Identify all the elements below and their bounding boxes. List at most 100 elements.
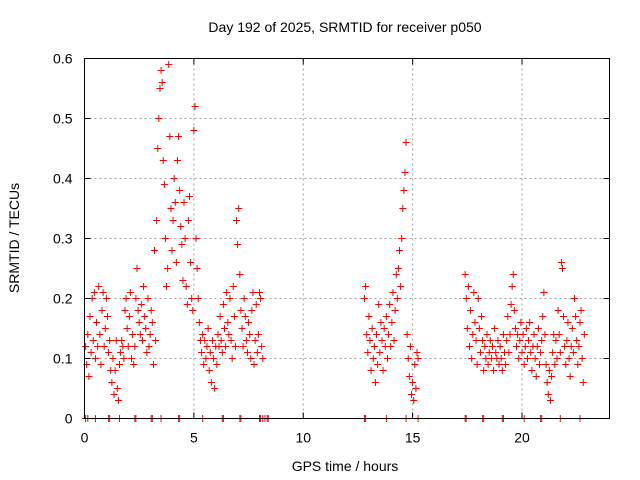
data-point bbox=[390, 337, 398, 344]
data-point bbox=[497, 355, 505, 362]
data-point bbox=[533, 343, 541, 350]
data-point bbox=[231, 343, 239, 350]
x-tick-label: 0 bbox=[81, 430, 89, 446]
data-point bbox=[380, 325, 388, 332]
data-point bbox=[193, 265, 201, 272]
data-point bbox=[219, 301, 227, 308]
data-point bbox=[160, 181, 168, 188]
data-point bbox=[410, 397, 418, 404]
data-point bbox=[159, 157, 167, 164]
data-point bbox=[213, 361, 221, 368]
data-point bbox=[98, 307, 106, 314]
data-point bbox=[221, 325, 228, 332]
y-axis-label: SRMTID / TECUs bbox=[6, 183, 22, 293]
data-point bbox=[133, 265, 141, 272]
data-point bbox=[141, 313, 149, 320]
data-point bbox=[519, 331, 527, 338]
data-point bbox=[129, 331, 137, 338]
data-point bbox=[163, 283, 171, 290]
data-point bbox=[373, 331, 381, 338]
data-point bbox=[534, 325, 542, 332]
data-point bbox=[122, 295, 130, 302]
data-point bbox=[86, 313, 94, 320]
data-point bbox=[490, 367, 498, 374]
data-point bbox=[382, 313, 390, 320]
data-point bbox=[211, 385, 219, 392]
data-point bbox=[90, 289, 98, 296]
data-point bbox=[123, 325, 131, 332]
data-point bbox=[82, 343, 90, 350]
data-point bbox=[161, 235, 169, 242]
data-point bbox=[207, 379, 215, 386]
data-point bbox=[461, 271, 469, 278]
data-point bbox=[409, 379, 417, 386]
data-point bbox=[248, 307, 256, 314]
data-point bbox=[573, 337, 581, 344]
data-point bbox=[499, 331, 507, 338]
data-point bbox=[194, 295, 202, 302]
data-point bbox=[507, 301, 515, 308]
y-tick-label: 0.3 bbox=[53, 231, 73, 247]
data-point bbox=[486, 337, 494, 344]
data-point bbox=[151, 247, 158, 254]
data-point bbox=[471, 319, 479, 326]
y-tick-label: 0.1 bbox=[53, 351, 73, 367]
data-point bbox=[148, 319, 156, 326]
data-point bbox=[467, 307, 475, 314]
data-point bbox=[504, 313, 512, 320]
data-point bbox=[236, 271, 244, 278]
data-point bbox=[154, 145, 162, 152]
data-point bbox=[237, 307, 245, 314]
x-tick-label: 10 bbox=[295, 430, 311, 446]
data-point bbox=[515, 355, 523, 362]
data-point bbox=[240, 295, 248, 302]
data-point bbox=[551, 361, 559, 368]
data-point bbox=[103, 313, 111, 320]
data-point bbox=[549, 349, 557, 356]
data-point bbox=[368, 325, 376, 332]
data-point bbox=[152, 337, 160, 344]
data-point bbox=[526, 319, 534, 326]
data-point bbox=[472, 337, 480, 344]
data-point bbox=[528, 367, 536, 374]
data-point bbox=[158, 79, 166, 86]
data-point bbox=[183, 301, 191, 308]
data-point bbox=[391, 307, 399, 314]
data-point bbox=[217, 337, 225, 344]
data-point bbox=[580, 331, 588, 338]
data-point bbox=[145, 343, 153, 350]
data-point bbox=[102, 295, 110, 302]
data-point bbox=[242, 337, 250, 344]
data-point bbox=[502, 361, 510, 368]
data-point bbox=[250, 361, 258, 368]
data-point bbox=[498, 367, 506, 374]
data-point bbox=[579, 379, 587, 386]
data-point bbox=[464, 283, 472, 290]
y-tick-label: 0.4 bbox=[53, 171, 73, 187]
data-point bbox=[513, 343, 521, 350]
data-point bbox=[144, 295, 152, 302]
data-point bbox=[374, 361, 382, 368]
data-point bbox=[114, 397, 122, 404]
data-point bbox=[182, 283, 190, 290]
y-tick-label: 0.5 bbox=[53, 111, 73, 127]
data-points bbox=[82, 61, 588, 422]
data-point bbox=[186, 193, 193, 200]
data-point bbox=[226, 295, 234, 302]
y-tick-label: 0.6 bbox=[53, 51, 73, 67]
data-point bbox=[171, 199, 179, 206]
data-point bbox=[377, 319, 385, 326]
x-tick-label: 15 bbox=[405, 430, 421, 446]
data-point bbox=[522, 325, 530, 332]
data-point bbox=[569, 349, 577, 356]
data-point bbox=[405, 373, 413, 380]
data-point bbox=[379, 367, 387, 374]
data-point bbox=[233, 217, 241, 224]
data-point bbox=[404, 355, 412, 362]
data-point bbox=[106, 337, 114, 344]
data-point bbox=[179, 277, 187, 284]
data-point bbox=[216, 313, 224, 320]
data-point bbox=[542, 361, 550, 368]
data-point bbox=[228, 355, 236, 362]
data-point bbox=[556, 349, 564, 356]
